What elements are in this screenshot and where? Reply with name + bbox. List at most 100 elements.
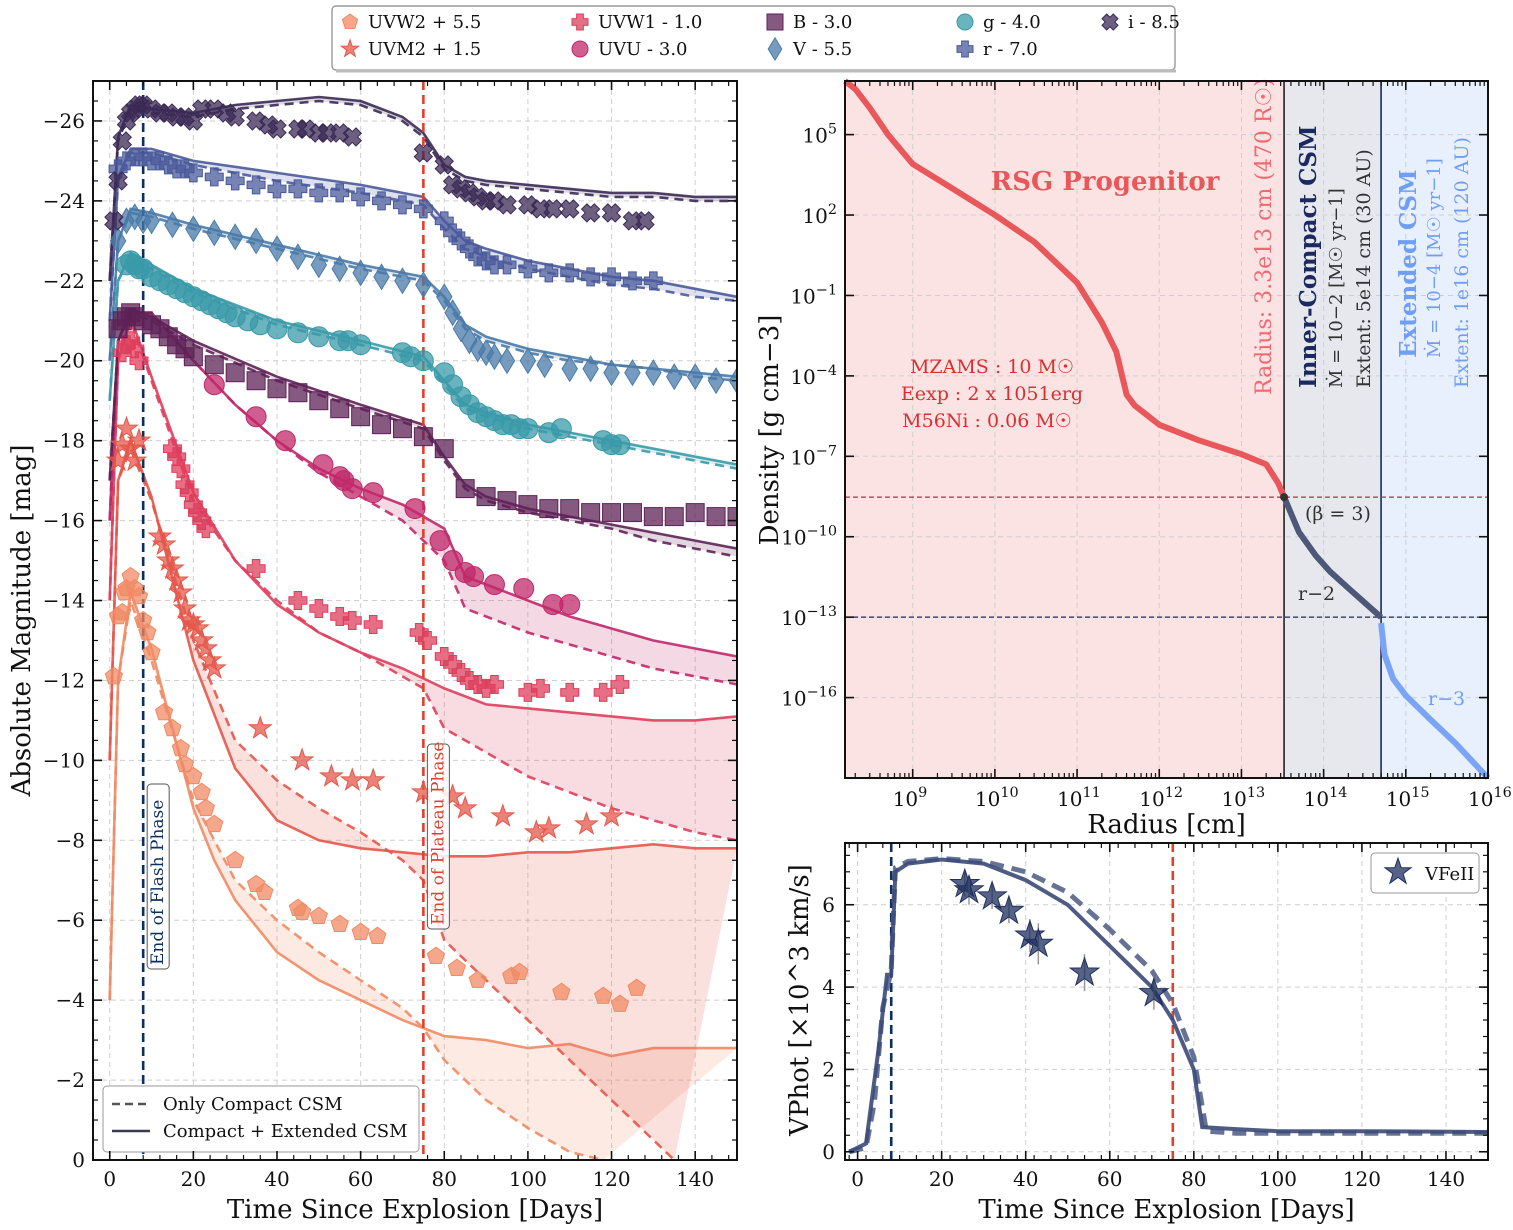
marker-star [993, 894, 1025, 925]
marker-plus [643, 271, 663, 291]
marker-plus [581, 267, 601, 287]
marker-pentagon [205, 814, 224, 833]
top-legend: UVW2 + 5.5 UVM2 + 1.5 UVW1 - 1.0 UVU - 3.0 B… [331, 5, 1180, 73]
marker-plus [593, 682, 613, 702]
marker-diamond [444, 299, 461, 327]
y-tick-label: −20 [43, 349, 85, 373]
slope-label: r−2 [1298, 583, 1335, 605]
data-point [309, 183, 329, 203]
marker-diamond [415, 271, 432, 299]
marker-circle [350, 334, 372, 356]
marker-plus [956, 40, 974, 58]
data-point [342, 611, 362, 630]
marker-diamond [707, 367, 725, 395]
marker-diamond [289, 243, 307, 271]
marker-diamond [185, 215, 202, 243]
data-point [394, 267, 411, 295]
phase-label-box [426, 743, 450, 930]
data-point [164, 567, 190, 592]
legend-label: Compact + Extended CSM [163, 1121, 408, 1142]
marker-cross [1101, 13, 1119, 31]
y-tick-label: 10−1 [790, 282, 837, 308]
y-tick-label: 4 [822, 975, 835, 999]
marker-cross [601, 203, 622, 223]
data-point [593, 682, 613, 702]
x-tick-label: 60 [1097, 1167, 1122, 1191]
marker-plus [571, 13, 589, 31]
marker-plus [196, 519, 216, 539]
y-tick-label: −26 [43, 109, 85, 133]
marker-diamond [331, 255, 348, 283]
marker-square [664, 507, 684, 527]
marker-circle [341, 478, 363, 500]
data-point [308, 326, 330, 348]
data-point [310, 251, 328, 279]
x-tick-label: 20 [929, 1167, 954, 1191]
data-point [341, 478, 363, 500]
marker-square [267, 379, 287, 399]
marker-pentagon [163, 718, 182, 737]
legend-marker [767, 36, 783, 62]
marker-square [685, 503, 705, 523]
data-point [312, 454, 334, 476]
marker-cross [104, 211, 124, 231]
marker-plus [539, 263, 559, 283]
legend-marker [1101, 13, 1119, 31]
marker-pentagon [138, 622, 157, 641]
data-point [226, 223, 244, 251]
marker-diamond [645, 359, 662, 387]
marker-cross [225, 107, 245, 127]
marker-circle [513, 578, 535, 600]
model-compact-line [848, 856, 1488, 1155]
data-point [142, 642, 161, 661]
marker-circle [404, 498, 426, 520]
data-point [126, 427, 152, 452]
data-point [452, 795, 478, 819]
data-point [468, 970, 487, 988]
legend-marker [766, 13, 784, 31]
data-point [463, 566, 485, 588]
legend-label: r - 7.0 [983, 39, 1038, 60]
data-point [476, 487, 496, 507]
data-point [129, 586, 149, 605]
marker-plus [363, 614, 383, 634]
data-point [193, 635, 219, 660]
data-point [609, 434, 631, 456]
region-0 [845, 81, 1285, 778]
marker-diamond [486, 343, 503, 371]
legend-label: UVU - 3.0 [598, 39, 688, 60]
data-point [573, 811, 599, 835]
data-point [185, 615, 211, 640]
plot-area [104, 81, 737, 1160]
data-point [330, 183, 350, 203]
region-2 [1381, 81, 1488, 778]
y-tick-label: −16 [43, 509, 85, 533]
data-point [108, 171, 128, 191]
data-point [603, 359, 620, 387]
data-point [498, 347, 516, 375]
data-point [309, 599, 329, 619]
marker-star [247, 715, 273, 739]
data-point [559, 594, 581, 616]
mdot-label: Ṁ = 10−4 [M☉ yr−1] [1422, 158, 1445, 358]
marker-plus [330, 607, 350, 627]
marker-star [114, 415, 139, 440]
y-tick-label: −4 [56, 988, 85, 1012]
data-point [530, 678, 550, 698]
extent-label: Extent: 1e16 cm (120 AU) [1451, 137, 1473, 388]
marker-pentagon [468, 970, 487, 988]
marker-diamond [561, 355, 578, 383]
data-point [205, 814, 224, 833]
legend-marker [956, 40, 974, 58]
x-tick-label: 100 [1259, 1167, 1297, 1191]
data-point [539, 263, 559, 283]
data-point [412, 350, 434, 372]
model-band [109, 440, 737, 1160]
x-tick-label: 120 [592, 1167, 630, 1191]
marker-plus [330, 183, 350, 203]
data-point [143, 207, 160, 235]
model-extended-line [108, 312, 737, 722]
data-point [559, 199, 580, 219]
marker-pentagon [426, 946, 446, 964]
data-point [351, 922, 370, 940]
